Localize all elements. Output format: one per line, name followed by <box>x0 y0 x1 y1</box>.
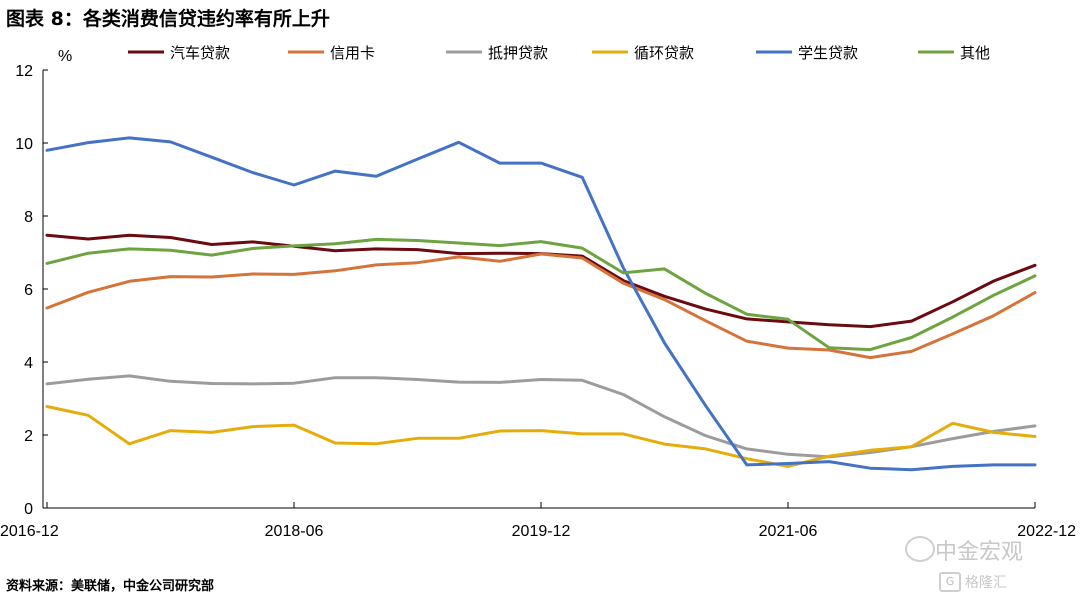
y-tick-label: 6 <box>24 282 33 299</box>
wechat-icon <box>905 536 935 562</box>
series-line <box>45 136 1037 472</box>
legend-label: 学生贷款 <box>798 44 858 62</box>
y-tick-label: 8 <box>24 209 33 226</box>
y-tick-label: 2 <box>24 428 33 445</box>
legend-label: 其他 <box>960 44 990 62</box>
legend-label: 汽车贷款 <box>170 44 230 62</box>
series-line <box>45 374 1037 459</box>
x-tick-label: 2019-12 <box>512 523 571 540</box>
legend-label: 信用卡 <box>330 44 375 62</box>
x-tick-label: 2016-12 <box>0 523 59 540</box>
y-tick-label: 10 <box>15 136 33 153</box>
series-line <box>45 405 1037 468</box>
legend-label: 抵押贷款 <box>488 44 548 62</box>
chart-series <box>45 136 1037 472</box>
y-axis-unit-label: % <box>58 48 72 65</box>
y-tick-label: 0 <box>24 501 33 518</box>
series-line <box>45 252 1037 360</box>
legend-label: 循环贷款 <box>634 44 694 62</box>
watermark-logo-text: 格隆汇 <box>965 575 1007 591</box>
chart-legend: 汽车贷款 信用卡 抵押贷款 循环贷款 学生贷款 其他 <box>128 44 990 62</box>
gelonghui-logo-icon: G <box>939 572 961 592</box>
x-tick-label: 2021-06 <box>759 523 818 540</box>
y-tick-label: 12 <box>15 63 33 80</box>
watermark-text: 中金宏观 <box>935 540 1024 565</box>
series-line <box>45 233 1037 329</box>
series-line <box>45 237 1037 352</box>
source-note: 资料来源：美联储，中金公司研究部 <box>6 579 215 594</box>
chart-title: 图表 8：各类消费信贷违约率有所上升 <box>6 8 330 30</box>
chart-axes: 0 2 4 6 8 10 12% 2016-12 2018-06 2019-12 2021-06 20… <box>0 48 1076 540</box>
y-tick-label: 4 <box>24 355 33 372</box>
x-tick-label: 2018-06 <box>265 523 324 540</box>
watermark: 中金宏观 G 格隆汇 <box>905 534 1075 594</box>
x-tick-label: 2022-12 <box>1017 523 1076 540</box>
